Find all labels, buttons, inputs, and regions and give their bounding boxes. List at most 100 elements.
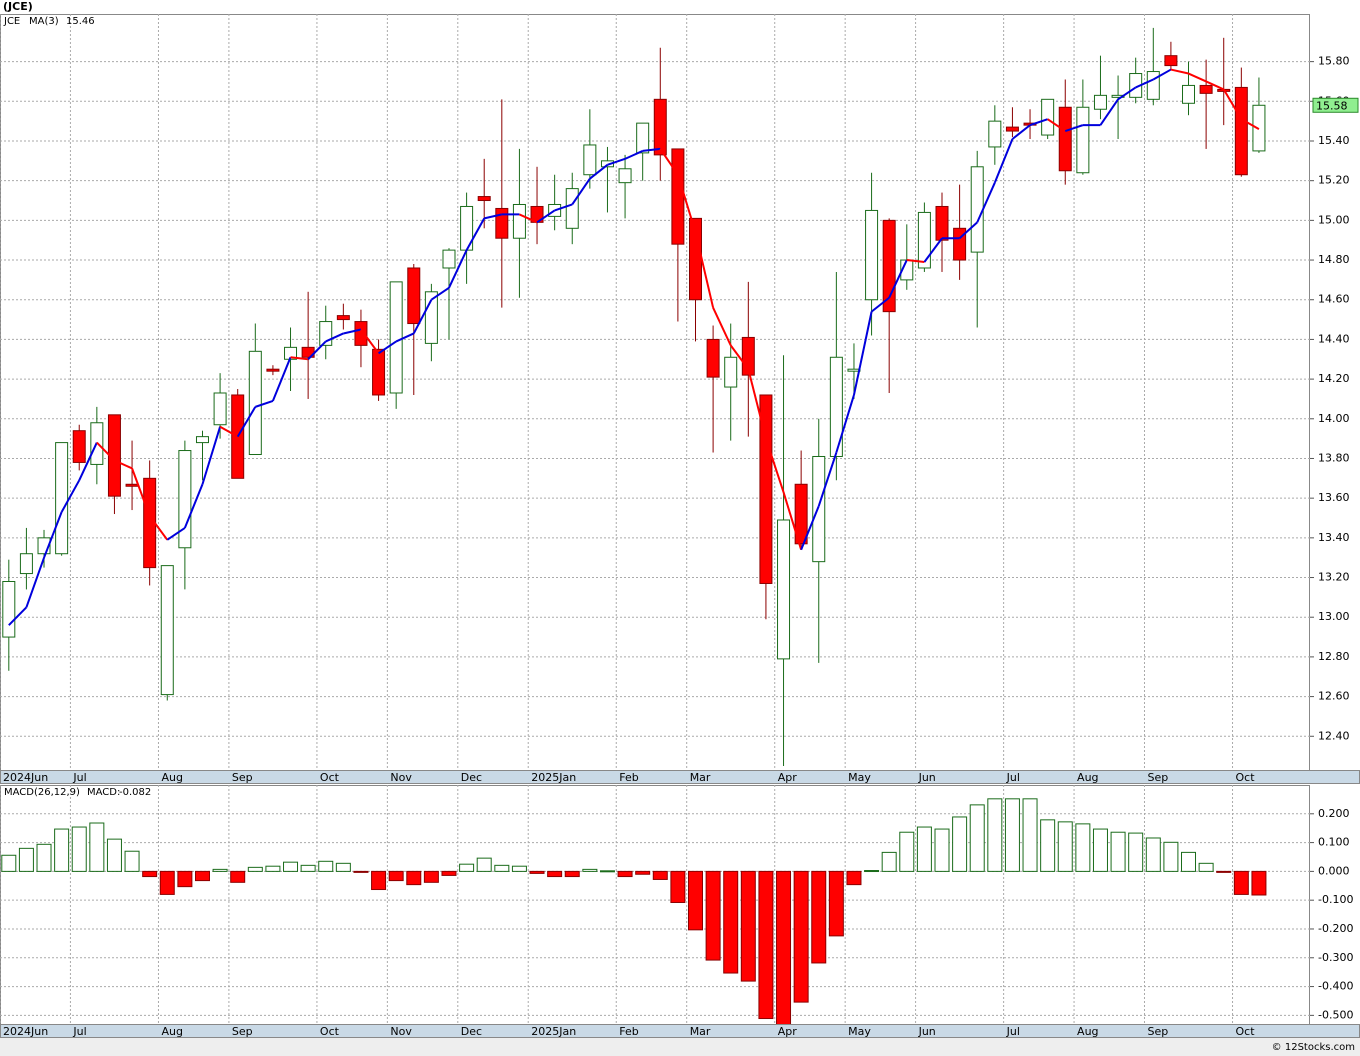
ma-segment — [1011, 124, 1031, 140]
ma-segment — [343, 328, 362, 335]
macd-bar — [864, 870, 880, 873]
x-tick-label: 2025Jan — [531, 1025, 576, 1038]
macd-bar — [969, 804, 985, 872]
macd-bar — [723, 870, 739, 974]
ma-segment — [395, 332, 415, 343]
candle-body — [917, 211, 931, 269]
x-tick-label: 2025Jan — [531, 771, 576, 784]
macd-bar — [987, 798, 1003, 872]
macd-bar — [811, 870, 827, 964]
candle-body — [1093, 94, 1107, 110]
y-tick-label: 14.80 — [1318, 253, 1350, 266]
x-tick-label: Jul — [1006, 1025, 1020, 1038]
candle-body — [72, 430, 86, 463]
candle-body — [125, 483, 139, 487]
x-tick-label: Oct — [320, 771, 340, 784]
candle-body — [266, 368, 280, 372]
y-tick-label: 14.20 — [1318, 372, 1350, 385]
ma-segment — [800, 505, 820, 551]
macd-bar — [1233, 870, 1249, 895]
ma-segment — [290, 356, 309, 361]
macd-bar — [617, 870, 633, 878]
x-tick-label: 2024Jun — [3, 771, 48, 784]
x-tick-label: May — [848, 771, 871, 784]
macd-bar — [177, 870, 193, 888]
x-tick-label: Nov — [390, 1025, 412, 1038]
candle-body — [407, 267, 421, 325]
x-tick-label: Sep — [232, 1025, 253, 1038]
candle-body — [865, 209, 879, 301]
candle-body — [495, 207, 509, 239]
ma-segment — [571, 178, 591, 206]
macd-bar — [952, 816, 968, 872]
x-tick-label: 2024Jun — [3, 1025, 48, 1038]
candle-body — [706, 338, 720, 378]
x-tick-label: May — [848, 1025, 871, 1038]
legend-macd-prefix: MACD: — [87, 787, 120, 798]
candle-body — [759, 394, 773, 584]
candle-body — [882, 219, 896, 313]
candle-body — [1182, 84, 1196, 104]
candle-body — [724, 356, 738, 388]
ma-segment — [729, 344, 750, 370]
ma-segment — [96, 441, 116, 462]
ma-segment — [60, 479, 81, 513]
y-tick-label: 13.40 — [1318, 531, 1350, 544]
ma-segment — [554, 203, 573, 212]
macd-bar — [1110, 831, 1126, 872]
ma-segment — [201, 426, 222, 485]
candle-body — [812, 455, 826, 563]
candle-body — [195, 436, 209, 444]
macd-bar — [599, 870, 615, 873]
candle-body — [1164, 55, 1178, 67]
macd-bar — [159, 870, 175, 895]
macd-bar — [881, 851, 897, 872]
y-tick-label: 14.00 — [1318, 412, 1350, 425]
candle-body — [653, 98, 667, 156]
macd-bar — [106, 838, 122, 872]
x-tick-label: Jun — [918, 1025, 936, 1038]
ma-segment — [412, 299, 433, 334]
y-tick-label: -0.100 — [1318, 893, 1353, 906]
macd-bar — [1022, 798, 1038, 872]
macd-bar — [36, 843, 52, 872]
candle-body — [248, 350, 262, 456]
x-tick-label: Apr — [778, 771, 798, 784]
macd-bar — [18, 847, 34, 872]
x-tick-label: Nov — [390, 771, 412, 784]
macd-bar — [705, 870, 721, 961]
macd-bar — [494, 864, 510, 872]
ma-segment — [1188, 72, 1207, 83]
candle-body — [935, 205, 949, 241]
panel-frame — [0, 785, 1310, 1025]
candle-body — [213, 392, 227, 426]
candle-body — [160, 565, 174, 696]
macd-bar — [212, 868, 228, 872]
x-tick-label: Jul — [72, 1025, 86, 1038]
ma-segment — [1152, 68, 1172, 81]
candle-body — [1199, 84, 1213, 94]
ma-segment — [166, 527, 186, 541]
y-tick-label: 15.80 — [1318, 55, 1350, 68]
x-tick-label: Aug — [161, 1025, 182, 1038]
ma-segment — [448, 249, 468, 289]
ma-segment — [78, 442, 98, 481]
candle-body — [618, 168, 632, 184]
ma-segment — [870, 296, 890, 313]
y-tick-label: 15.00 — [1318, 213, 1350, 226]
ma-segment — [1064, 124, 1084, 133]
ma-segment — [676, 174, 697, 233]
ma-segment — [360, 328, 380, 354]
macd-bar — [1040, 819, 1056, 872]
legend-macd-value: -0.082 — [119, 787, 151, 798]
ma-segment — [236, 406, 257, 438]
macd-bar — [564, 870, 580, 878]
x-tick-label: Dec — [461, 771, 482, 784]
macd-bar — [740, 870, 756, 982]
macd-bar — [899, 831, 915, 872]
ma-segment — [624, 150, 644, 160]
x-tick-label: Sep — [1147, 1025, 1168, 1038]
ma-segment — [43, 511, 63, 559]
ma-segment — [782, 491, 803, 551]
candle-body — [1058, 106, 1072, 172]
